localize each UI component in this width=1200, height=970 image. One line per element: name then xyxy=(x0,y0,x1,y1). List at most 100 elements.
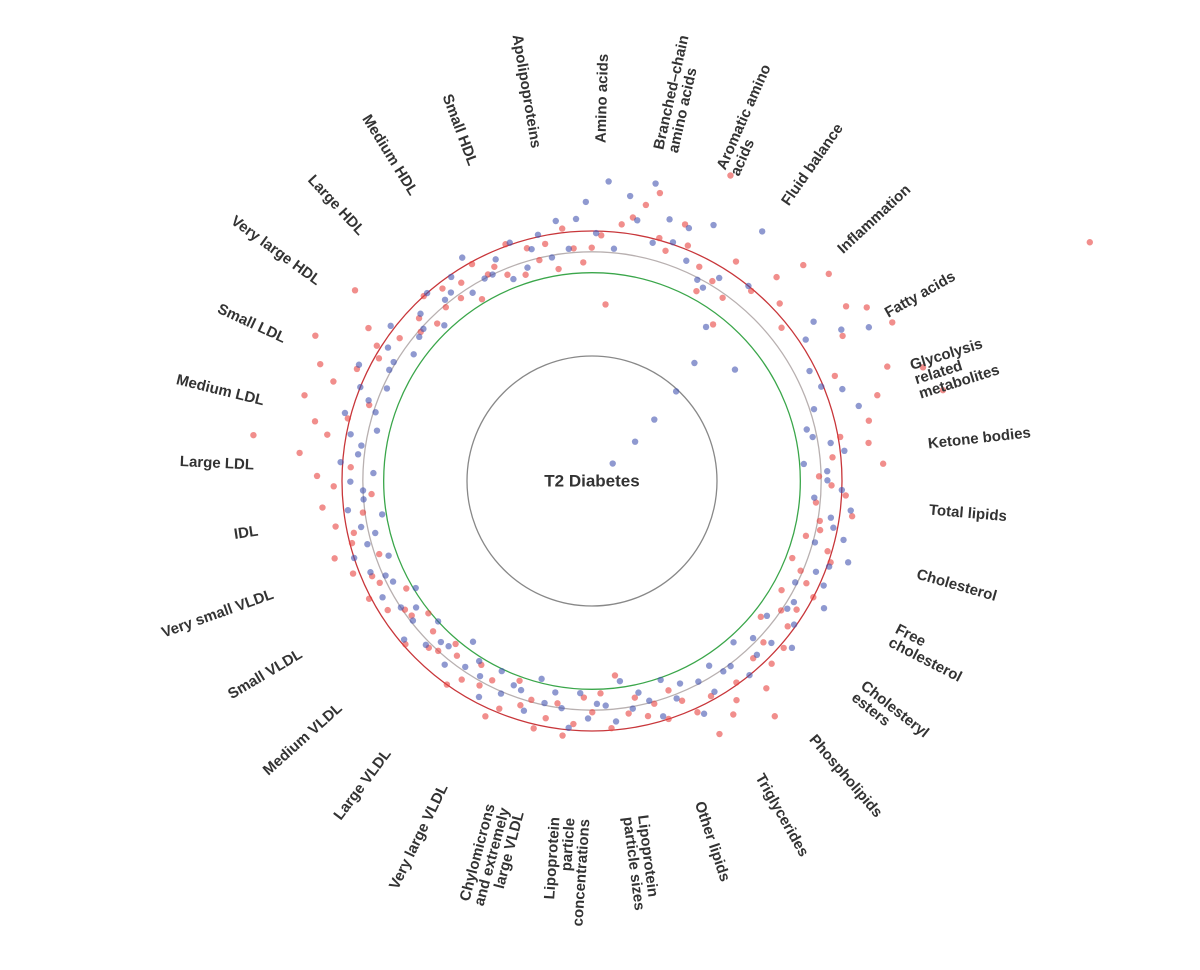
dot xyxy=(695,678,702,685)
dot xyxy=(565,245,572,253)
dot xyxy=(250,431,257,439)
dot xyxy=(458,676,465,683)
dot xyxy=(672,388,680,395)
dot xyxy=(879,460,887,467)
dot xyxy=(778,324,785,331)
dot xyxy=(441,322,448,329)
dot xyxy=(780,644,787,652)
dot xyxy=(669,239,677,246)
dot xyxy=(558,225,566,232)
dot xyxy=(357,523,365,531)
dot xyxy=(548,254,556,261)
dot xyxy=(816,517,823,525)
dot xyxy=(528,696,535,704)
category-label: Lipoprotein particle concentrations xyxy=(540,816,594,928)
dot xyxy=(416,333,423,341)
dot xyxy=(491,263,498,270)
dot xyxy=(831,372,839,380)
dot xyxy=(608,724,615,732)
dot xyxy=(534,231,542,238)
dot xyxy=(422,641,430,649)
dot xyxy=(552,217,559,225)
dot xyxy=(482,713,489,720)
dot xyxy=(707,692,715,700)
dot xyxy=(659,713,667,720)
dot xyxy=(389,578,397,585)
dot xyxy=(810,318,817,325)
dot xyxy=(559,732,566,739)
dot xyxy=(634,217,641,224)
dot xyxy=(702,323,710,331)
ring xyxy=(466,355,718,607)
dot xyxy=(592,229,600,237)
dot xyxy=(610,245,618,252)
dot xyxy=(812,568,820,575)
dot xyxy=(475,657,483,665)
dot xyxy=(810,405,818,413)
dot xyxy=(372,529,379,537)
dot xyxy=(337,458,344,466)
dot xyxy=(506,239,513,246)
dot xyxy=(646,697,653,704)
dot xyxy=(412,604,420,611)
dot xyxy=(732,258,740,265)
dot xyxy=(889,319,896,326)
dot xyxy=(344,415,352,422)
ring xyxy=(383,272,801,690)
dot xyxy=(580,694,588,701)
dot xyxy=(777,607,785,614)
dot xyxy=(730,711,737,718)
category-label: Amino acids xyxy=(592,53,613,144)
dot xyxy=(803,580,810,587)
dot xyxy=(758,228,766,235)
dot xyxy=(792,579,799,586)
dot xyxy=(716,730,723,738)
dot xyxy=(478,295,486,303)
dot xyxy=(520,707,528,714)
dot xyxy=(570,720,577,728)
dot xyxy=(417,310,424,317)
dot xyxy=(800,460,808,468)
dot xyxy=(665,687,672,694)
chart-title: T2 Diabetes xyxy=(544,471,639,490)
dot xyxy=(447,289,455,296)
dot xyxy=(386,366,393,374)
dot xyxy=(705,662,713,669)
dot xyxy=(684,242,692,249)
dot xyxy=(602,301,609,308)
dot xyxy=(448,273,455,281)
dot xyxy=(558,704,565,712)
dot xyxy=(442,304,450,311)
dot xyxy=(376,550,383,558)
dot xyxy=(434,647,442,655)
dot xyxy=(347,431,354,438)
dot xyxy=(349,570,357,577)
dot xyxy=(788,644,796,652)
dot xyxy=(651,700,658,707)
dot xyxy=(678,697,686,704)
dot xyxy=(715,274,723,282)
dot xyxy=(746,671,753,679)
dot xyxy=(541,699,548,707)
dot xyxy=(458,279,465,286)
dot xyxy=(597,690,604,697)
dot xyxy=(763,685,770,692)
dot xyxy=(360,496,367,503)
dot xyxy=(365,397,372,404)
dot xyxy=(517,686,525,694)
dot xyxy=(676,680,684,687)
dot xyxy=(700,710,708,717)
dot xyxy=(806,367,813,375)
dot xyxy=(727,662,734,670)
dot xyxy=(497,690,505,697)
dot xyxy=(510,682,517,689)
dot xyxy=(652,180,659,187)
dot xyxy=(365,324,372,332)
dot xyxy=(488,677,496,684)
dot xyxy=(666,216,673,223)
dot xyxy=(827,439,834,447)
dot xyxy=(784,623,791,630)
dot xyxy=(462,663,469,671)
dot xyxy=(768,639,775,647)
dot xyxy=(510,275,517,283)
